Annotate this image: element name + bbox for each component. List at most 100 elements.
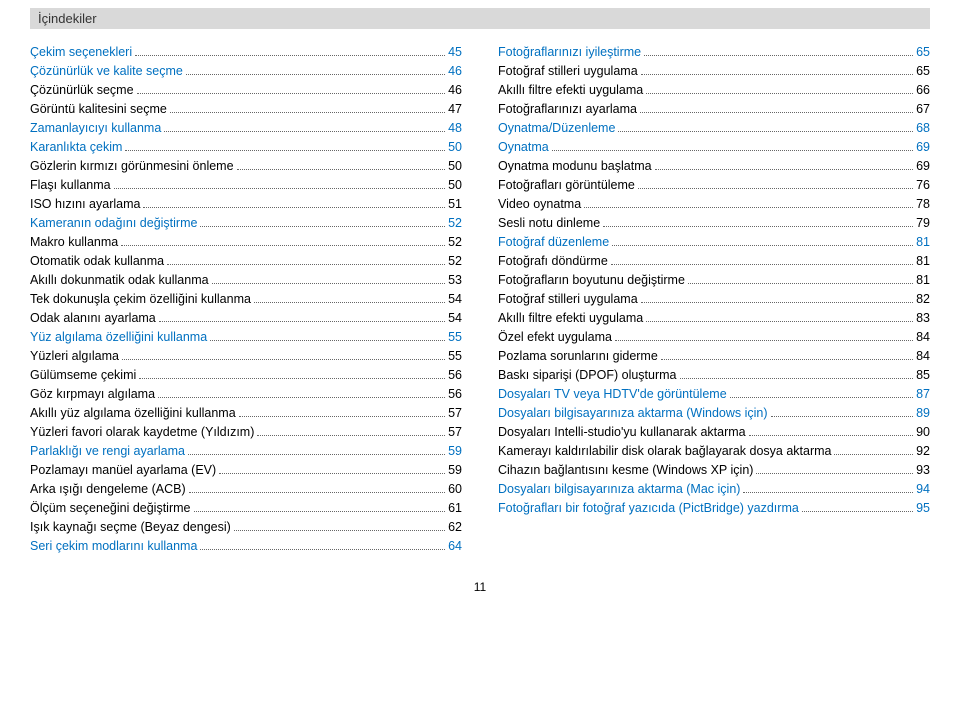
toc-page-number: 67 — [916, 100, 930, 119]
toc-page-number: 45 — [448, 43, 462, 62]
toc-entry[interactable]: Yüzleri algılama55 — [30, 347, 462, 366]
toc-entry[interactable]: Fotoğraf stilleri uygulama65 — [498, 62, 930, 81]
toc-entry[interactable]: Karanlıkta çekim50 — [30, 138, 462, 157]
toc-entry[interactable]: Fotoğrafların boyutunu değiştirme81 — [498, 271, 930, 290]
toc-entry[interactable]: Çekim seçenekleri45 — [30, 43, 462, 62]
toc-leader-dots — [170, 112, 445, 113]
toc-leader-dots — [137, 93, 446, 94]
toc-entry[interactable]: Gözlerin kırmızı görünmesini önleme50 — [30, 157, 462, 176]
toc-leader-dots — [139, 378, 445, 379]
toc-label: Fotoğrafları bir fotoğraf yazıcıda (Pict… — [498, 499, 799, 518]
toc-label: Seri çekim modlarını kullanma — [30, 537, 197, 556]
toc-entry[interactable]: Video oynatma78 — [498, 195, 930, 214]
toc-entry[interactable]: Dosyaları bilgisayarınıza aktarma (Windo… — [498, 404, 930, 423]
toc-entry[interactable]: Otomatik odak kullanma52 — [30, 252, 462, 271]
toc-entry[interactable]: Tek dokunuşla çekim özelliğini kullanma5… — [30, 290, 462, 309]
toc-leader-dots — [646, 93, 913, 94]
toc-page-number: 51 — [448, 195, 462, 214]
toc-leader-dots — [219, 473, 445, 474]
toc-entry[interactable]: Dosyaları bilgisayarınıza aktarma (Mac i… — [498, 480, 930, 499]
toc-entry[interactable]: Yüzleri favori olarak kaydetme (Yıldızım… — [30, 423, 462, 442]
toc-label: Yüz algılama özelliğini kullanma — [30, 328, 207, 347]
toc-entry[interactable]: Görüntü kalitesini seçme47 — [30, 100, 462, 119]
toc-entry[interactable]: Kameranın odağını değiştirme52 — [30, 214, 462, 233]
toc-leader-dots — [121, 245, 445, 246]
toc-entry[interactable]: Özel efekt uygulama84 — [498, 328, 930, 347]
toc-entry[interactable]: Dosyaları TV veya HDTV'de görüntüleme87 — [498, 385, 930, 404]
toc-entry[interactable]: Arka ışığı dengeleme (ACB)60 — [30, 480, 462, 499]
toc-entry[interactable]: ISO hızını ayarlama51 — [30, 195, 462, 214]
toc-label: Akıllı dokunmatik odak kullanma — [30, 271, 209, 290]
toc-entry[interactable]: Fotoğraflarınızı iyileştirme65 — [498, 43, 930, 62]
toc-label: Gözlerin kırmızı görünmesini önleme — [30, 157, 234, 176]
toc-page-number: 65 — [916, 43, 930, 62]
toc-entry[interactable]: Yüz algılama özelliğini kullanma55 — [30, 328, 462, 347]
toc-entry[interactable]: Pozlamayı manüel ayarlama (EV)59 — [30, 461, 462, 480]
toc-leader-dots — [834, 454, 913, 455]
toc-label: Fotoğraf stilleri uygulama — [498, 62, 638, 81]
toc-entry[interactable]: Fotoğraflarınızı ayarlama67 — [498, 100, 930, 119]
toc-leader-dots — [644, 55, 913, 56]
toc-page-number: 57 — [448, 423, 462, 442]
toc-label: Zamanlayıcıyı kullanma — [30, 119, 161, 138]
toc-page-number: 59 — [448, 461, 462, 480]
toc-label: Yüzleri favori olarak kaydetme (Yıldızım… — [30, 423, 254, 442]
toc-leader-dots — [189, 492, 445, 493]
toc-page-number: 56 — [448, 366, 462, 385]
toc-entry[interactable]: Akıllı filtre efekti uygulama66 — [498, 81, 930, 100]
toc-entry[interactable]: Odak alanını ayarlama54 — [30, 309, 462, 328]
toc-entry[interactable]: Dosyaları Intelli-studio'yu kullanarak a… — [498, 423, 930, 442]
toc-page-number: 84 — [916, 328, 930, 347]
toc-entry[interactable]: Akıllı dokunmatik odak kullanma53 — [30, 271, 462, 290]
toc-entry[interactable]: Akıllı yüz algılama özelliğini kullanma5… — [30, 404, 462, 423]
toc-entry[interactable]: Fotoğrafı döndürme81 — [498, 252, 930, 271]
toc-leader-dots — [655, 169, 914, 170]
toc-entry[interactable]: Akıllı filtre efekti uygulama83 — [498, 309, 930, 328]
toc-leader-dots — [612, 245, 913, 246]
toc-entry[interactable]: Seri çekim modlarını kullanma64 — [30, 537, 462, 556]
toc-label: Oynatma modunu başlatma — [498, 157, 652, 176]
toc-leader-dots — [164, 131, 445, 132]
toc-entry[interactable]: Çözünürlük ve kalite seçme46 — [30, 62, 462, 81]
toc-entry[interactable]: Fotoğraf stilleri uygulama82 — [498, 290, 930, 309]
toc-entry[interactable]: Oynatma modunu başlatma69 — [498, 157, 930, 176]
toc-page-number: 85 — [916, 366, 930, 385]
toc-entry[interactable]: Çözünürlük seçme46 — [30, 81, 462, 100]
toc-label: Çözünürlük seçme — [30, 81, 134, 100]
toc-entry[interactable]: Fotoğrafları bir fotoğraf yazıcıda (Pict… — [498, 499, 930, 518]
toc-leader-dots — [749, 435, 913, 436]
toc-label: Dosyaları bilgisayarınıza aktarma (Mac i… — [498, 480, 740, 499]
toc-entry[interactable]: Makro kullanma52 — [30, 233, 462, 252]
toc-leader-dots — [135, 55, 445, 56]
toc-entry[interactable]: Baskı siparişi (DPOF) oluşturma85 — [498, 366, 930, 385]
toc-entry[interactable]: Parlaklığı ve rengi ayarlama59 — [30, 442, 462, 461]
toc-page-number: 55 — [448, 347, 462, 366]
toc-entry[interactable]: Gülümseme çekimi56 — [30, 366, 462, 385]
toc-label: Fotoğrafı döndürme — [498, 252, 608, 271]
toc-leader-dots — [743, 492, 913, 493]
toc-page-number: 50 — [448, 176, 462, 195]
toc-entry[interactable]: Zamanlayıcıyı kullanma48 — [30, 119, 462, 138]
toc-entry[interactable]: Fotoğraf düzenleme81 — [498, 233, 930, 252]
toc-entry[interactable]: Pozlama sorunlarını giderme84 — [498, 347, 930, 366]
toc-entry[interactable]: Cihazın bağlantısını kesme (Windows XP i… — [498, 461, 930, 480]
toc-leader-dots — [234, 530, 445, 531]
toc-entry[interactable]: Fotoğrafları görüntüleme76 — [498, 176, 930, 195]
toc-entry[interactable]: Oynatma69 — [498, 138, 930, 157]
toc-leader-dots — [638, 188, 913, 189]
toc-entry[interactable]: Göz kırpmayı algılama56 — [30, 385, 462, 404]
toc-entry[interactable]: Oynatma/Düzenleme68 — [498, 119, 930, 138]
toc-label: Karanlıkta çekim — [30, 138, 122, 157]
toc-entry[interactable]: Işık kaynağı seçme (Beyaz dengesi)62 — [30, 518, 462, 537]
toc-leader-dots — [239, 416, 445, 417]
toc-label: Flaşı kullanma — [30, 176, 111, 195]
toc-entry[interactable]: Flaşı kullanma 50 — [30, 176, 462, 195]
toc-entry[interactable]: Sesli notu dinleme79 — [498, 214, 930, 233]
toc-leader-dots — [640, 112, 913, 113]
toc-page-number: 69 — [916, 138, 930, 157]
toc-page-number: 62 — [448, 518, 462, 537]
toc-label: Çözünürlük ve kalite seçme — [30, 62, 183, 81]
toc-entry[interactable]: Kamerayı kaldırılabilir disk olarak bağl… — [498, 442, 930, 461]
toc-page-number: 60 — [448, 480, 462, 499]
toc-entry[interactable]: Ölçüm seçeneğini değiştirme61 — [30, 499, 462, 518]
